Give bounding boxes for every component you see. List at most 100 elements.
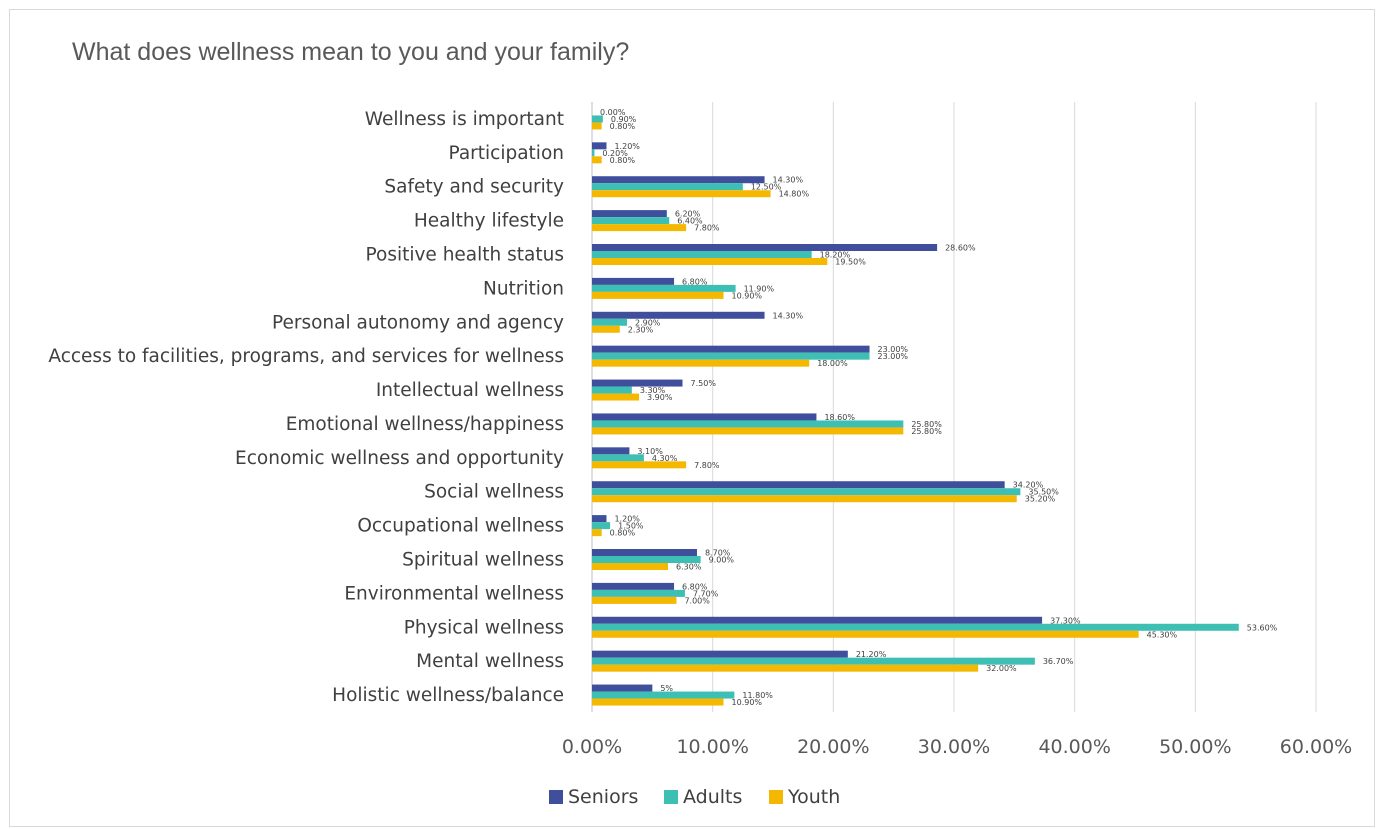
- data-label-adults: 11.90%: [744, 284, 775, 293]
- data-label-youth: 0.80%: [610, 156, 636, 165]
- data-label-youth: 7.00%: [684, 596, 710, 605]
- bar-adults: [592, 284, 736, 292]
- category-label: Healthy lifestyle: [414, 211, 564, 232]
- data-label-adults: 4.30%: [652, 454, 678, 463]
- bar-adults: [592, 589, 685, 597]
- bar-youth: [592, 190, 771, 198]
- bar-seniors: [592, 650, 848, 658]
- category-label: Safety and security: [384, 177, 564, 198]
- category-label: Participation: [449, 143, 565, 164]
- data-label-youth: 10.90%: [732, 291, 763, 300]
- legend-swatch-adults: [664, 790, 678, 804]
- bar-youth: [592, 359, 810, 367]
- data-label-youth: 18.00%: [817, 359, 848, 368]
- data-label-youth: 2.30%: [628, 325, 654, 334]
- data-label-seniors: 6.80%: [682, 277, 708, 286]
- bar-seniors: [592, 515, 607, 523]
- data-label-seniors: 34.20%: [1013, 481, 1044, 490]
- category-label: Economic wellness and opportunity: [235, 448, 564, 469]
- bar-adults: [592, 522, 611, 530]
- bar-seniors: [592, 210, 667, 218]
- category-label: Environmental wellness: [344, 583, 564, 604]
- bar-seniors: [592, 413, 817, 421]
- data-label-youth: 0.80%: [610, 122, 636, 131]
- data-label-youth: 35.20%: [1025, 495, 1056, 504]
- bar-youth: [592, 461, 687, 469]
- data-label-seniors: 8.70%: [705, 549, 731, 558]
- bar-youth: [592, 563, 669, 570]
- bar-seniors: [592, 684, 653, 692]
- bar-youth: [592, 427, 904, 435]
- bar-seniors: [592, 244, 938, 251]
- bar-seniors: [592, 481, 1005, 489]
- data-label-seniors: 0.00%: [600, 108, 626, 117]
- bar-adults: [592, 352, 870, 360]
- bar-youth: [592, 630, 1139, 638]
- bar-seniors: [592, 345, 870, 353]
- bar-adults: [592, 115, 603, 123]
- data-label-seniors: 14.30%: [773, 311, 804, 320]
- category-label: Intellectual wellness: [376, 380, 564, 401]
- bar-adults: [592, 183, 743, 191]
- data-label-youth: 32.00%: [986, 664, 1017, 673]
- data-label-adults: 0.90%: [611, 115, 637, 124]
- x-tick-label: 0.00%: [562, 736, 622, 758]
- data-label-youth: 6.30%: [676, 563, 702, 572]
- category-label: Mental wellness: [416, 651, 564, 672]
- bar-adults: [592, 488, 1021, 496]
- data-label-seniors: 21.20%: [856, 650, 887, 659]
- bar-seniors: [592, 447, 630, 455]
- bar-youth: [592, 258, 828, 265]
- data-label-seniors: 6.20%: [675, 210, 701, 219]
- category-label: Access to facilities, programs, and serv…: [48, 346, 564, 367]
- data-label-adults: 23.00%: [878, 352, 909, 361]
- data-label-youth: 0.80%: [610, 529, 636, 538]
- data-label-seniors: 18.60%: [824, 413, 855, 422]
- bar-youth: [592, 393, 640, 401]
- bar-seniors: [592, 176, 765, 184]
- bar-adults: [592, 386, 632, 394]
- bar-adults: [592, 149, 595, 157]
- bar-adults: [592, 420, 904, 428]
- data-label-seniors: 7.50%: [691, 379, 717, 388]
- category-label: Wellness is important: [365, 109, 564, 130]
- x-tick-label: 40.00%: [1038, 736, 1110, 758]
- bar-youth: [592, 596, 677, 604]
- legend-swatch-seniors: [549, 790, 563, 804]
- category-label: Social wellness: [424, 482, 564, 503]
- bar-youth: [592, 325, 620, 333]
- data-label-adults: 18.20%: [820, 251, 851, 260]
- category-label: Positive health status: [366, 245, 565, 266]
- category-label: Emotional wellness/happiness: [286, 414, 564, 435]
- data-label-adults: 2.90%: [635, 318, 661, 327]
- x-tick-label: 20.00%: [797, 736, 869, 758]
- data-label-seniors: 23.00%: [878, 345, 909, 354]
- bar-youth: [592, 529, 602, 537]
- bar-youth: [592, 664, 979, 672]
- data-label-youth: 25.80%: [911, 427, 942, 436]
- x-tick-label: 60.00%: [1280, 736, 1352, 758]
- bar-adults: [592, 657, 1035, 665]
- bar-seniors: [592, 582, 675, 590]
- category-label: Physical wellness: [404, 617, 564, 638]
- bar-youth: [592, 291, 724, 299]
- data-label-youth: 7.80%: [694, 461, 720, 470]
- data-label-adults: 53.60%: [1247, 623, 1278, 632]
- bar-adults: [592, 691, 735, 699]
- data-label-adults: 25.80%: [911, 420, 942, 429]
- data-label-adults: 0.20%: [602, 149, 628, 158]
- bar-seniors: [592, 142, 607, 150]
- data-label-youth: 7.80%: [694, 224, 720, 233]
- bar-seniors: [592, 311, 765, 319]
- data-label-adults: 1.50%: [618, 522, 644, 531]
- bar-adults: [592, 556, 701, 563]
- x-tick-label: 30.00%: [918, 736, 990, 758]
- data-label-youth: 10.90%: [732, 698, 763, 707]
- data-label-adults: 12.50%: [751, 183, 782, 192]
- bar-youth: [592, 698, 724, 706]
- bar-seniors: [592, 277, 675, 285]
- data-label-seniors: 3.10%: [637, 447, 663, 456]
- legend-swatch-youth: [769, 790, 783, 804]
- data-label-youth: 45.30%: [1147, 630, 1178, 639]
- data-label-seniors: 5%: [660, 684, 673, 693]
